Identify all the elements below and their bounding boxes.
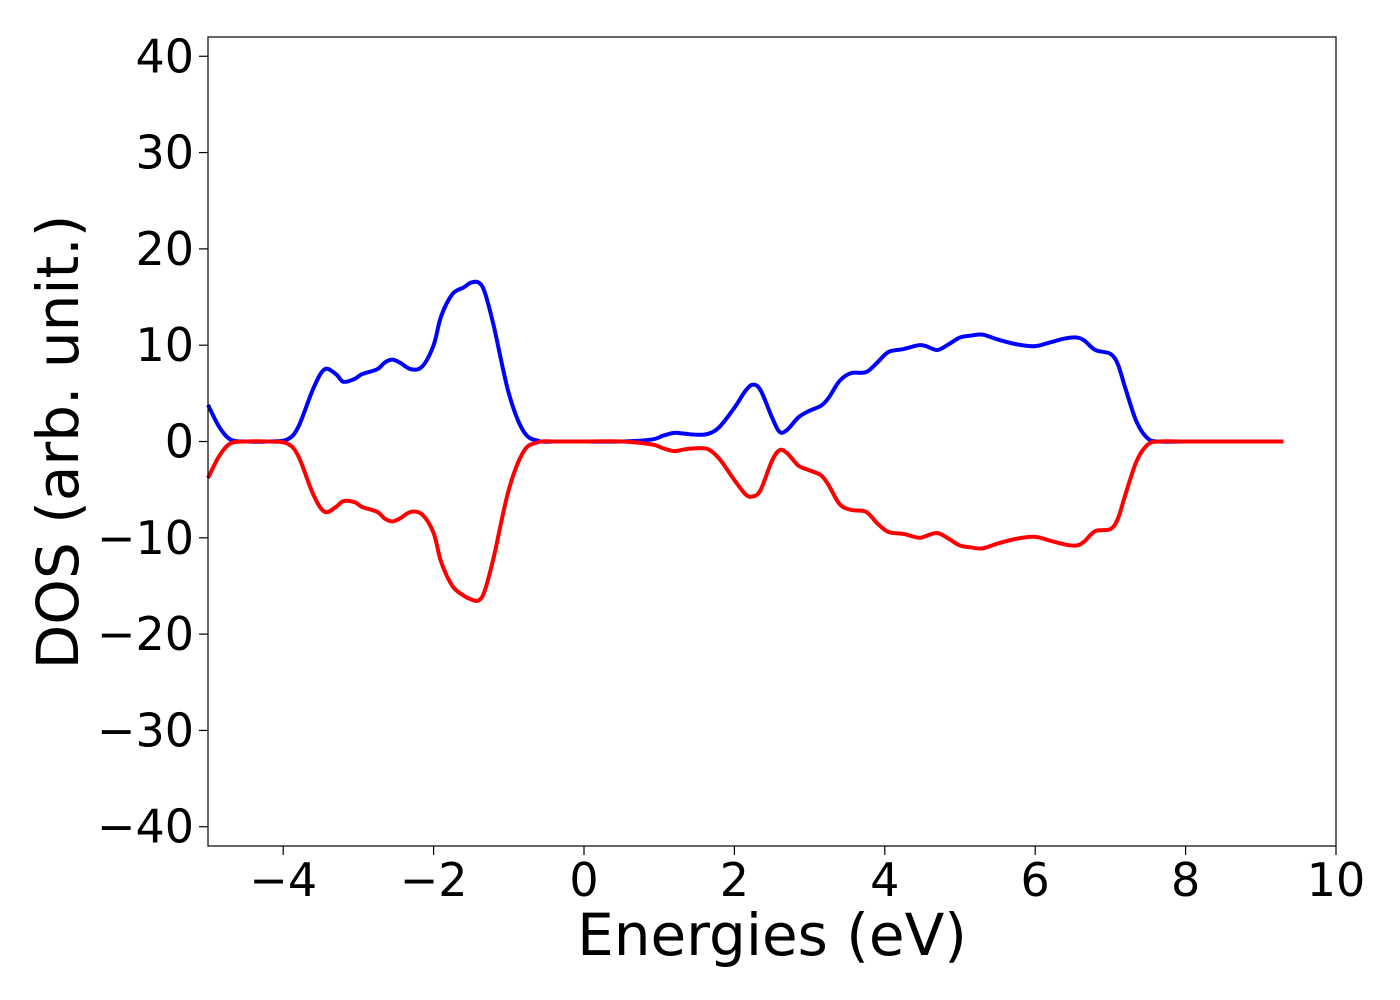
y-tick-label: 10 bbox=[135, 318, 194, 372]
x-tick-label: 6 bbox=[1021, 853, 1050, 907]
x-tick-label: 0 bbox=[569, 853, 598, 907]
y-tick-label: −20 bbox=[97, 607, 194, 661]
x-tick-label: 4 bbox=[870, 853, 899, 907]
series-line-2 bbox=[206, 439, 1284, 603]
y-tick-label: −40 bbox=[97, 800, 194, 854]
y-tick-label: −10 bbox=[97, 511, 194, 565]
y-axis-ticks: −40 −30 −20 −10 0 10 20 30 40 bbox=[97, 29, 208, 854]
y-tick-label: 40 bbox=[135, 29, 194, 83]
series-layer bbox=[206, 279, 1284, 603]
x-tick-label: 2 bbox=[720, 853, 749, 907]
y-axis-label: DOS (arb. unit.) bbox=[24, 215, 92, 670]
x-tick-label: −2 bbox=[400, 853, 468, 907]
x-tick-label: 8 bbox=[1171, 853, 1200, 907]
x-axis-label: Energies (eV) bbox=[577, 901, 967, 969]
y-tick-label: −30 bbox=[97, 703, 194, 757]
series-line-1 bbox=[206, 279, 1284, 444]
y-tick-label: 20 bbox=[135, 222, 194, 276]
y-tick-label: 0 bbox=[165, 415, 194, 469]
x-axis-ticks: −4 −2 0 2 4 6 8 10 bbox=[249, 846, 1365, 907]
x-tick-label: 10 bbox=[1307, 853, 1366, 907]
x-tick-label: −4 bbox=[249, 853, 317, 907]
y-tick-label: 30 bbox=[135, 126, 194, 180]
